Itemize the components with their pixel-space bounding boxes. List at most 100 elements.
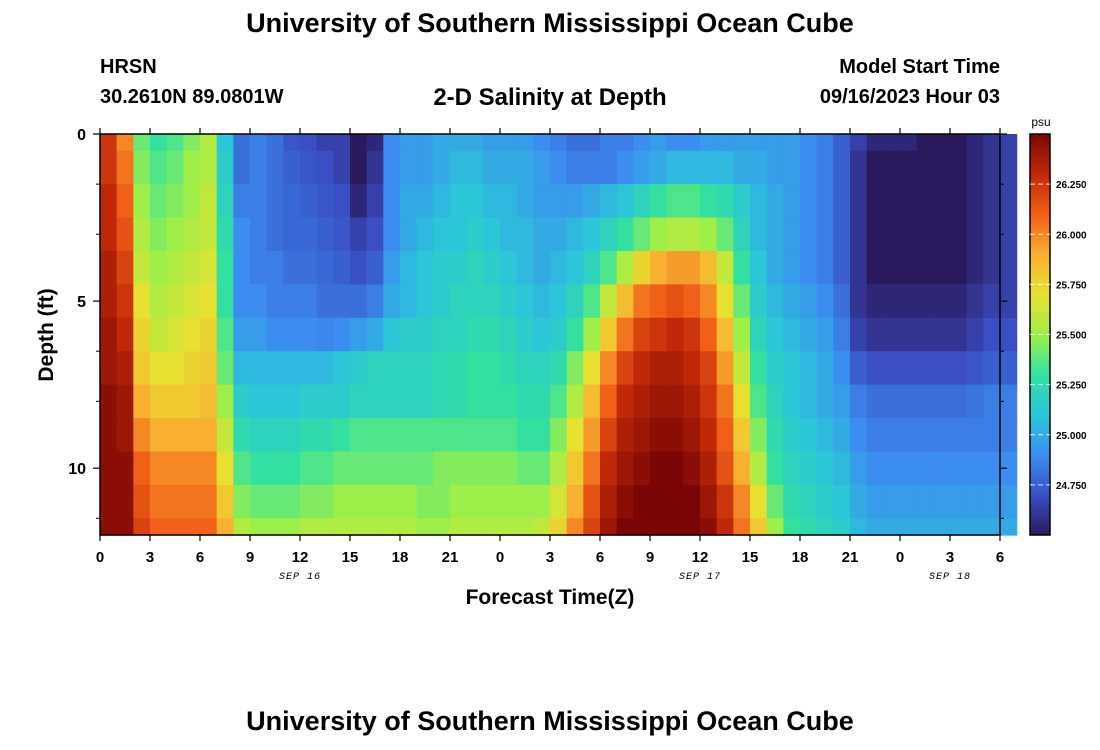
heatmap-cell <box>716 134 734 152</box>
heatmap-cell <box>750 317 768 352</box>
heatmap-cell <box>466 351 484 386</box>
heatmap-cell <box>333 184 351 219</box>
heatmap-cell <box>633 284 651 319</box>
heatmap-cell <box>966 384 984 419</box>
heatmap-cell <box>583 217 601 252</box>
heatmap-cell <box>466 250 484 285</box>
heatmap-cell <box>650 250 668 285</box>
heatmap-cell <box>283 384 301 419</box>
heatmap-cell <box>366 484 384 519</box>
heatmap-cell <box>966 250 984 285</box>
heatmap-cell <box>500 250 518 285</box>
heatmap-cell <box>833 184 851 219</box>
heatmap-cell <box>300 317 318 352</box>
heatmap-cell <box>100 451 118 486</box>
heatmap-cell <box>683 451 701 486</box>
heatmap-cell <box>450 484 468 519</box>
heatmap-cell <box>916 284 934 319</box>
heatmap-cell <box>583 284 601 319</box>
heatmap-cell <box>983 518 1001 536</box>
colorbar-tick-label: 26.000 <box>1056 230 1087 241</box>
colorbar-tick-label: 26.250 <box>1056 180 1087 191</box>
heatmap-cell <box>666 317 684 352</box>
heatmap-cell <box>166 451 184 486</box>
heatmap-cell <box>916 250 934 285</box>
heatmap-cell <box>450 217 468 252</box>
heatmap-cell <box>183 317 201 352</box>
heatmap-cell <box>366 317 384 352</box>
heatmap-cell <box>200 284 218 319</box>
heatmap-cell <box>183 384 201 419</box>
heatmap-cell <box>283 134 301 152</box>
heatmap-cell <box>916 134 934 152</box>
heatmap-cell <box>666 284 684 319</box>
heatmap-cell <box>250 518 268 536</box>
heatmap-cell <box>950 217 968 252</box>
heatmap-cell <box>116 484 134 519</box>
heatmap-cell <box>1000 484 1018 519</box>
heatmap-cell <box>166 351 184 386</box>
heatmap-cell <box>416 284 434 319</box>
x-tick-label: 0 <box>496 549 504 566</box>
heatmap-cell <box>916 317 934 352</box>
heatmap-cell <box>400 484 418 519</box>
heatmap-cell <box>150 250 168 285</box>
heatmap-cell <box>533 134 551 152</box>
heatmap-cell <box>500 418 518 453</box>
heatmap-cell <box>133 484 151 519</box>
heatmap-cell <box>916 150 934 185</box>
heatmap-cell <box>666 351 684 386</box>
heatmap-cell <box>500 351 518 386</box>
heatmap-cell <box>516 518 534 536</box>
station-coordinates: 30.2610N 89.0801W <box>100 86 284 108</box>
heatmap-cell <box>433 384 451 419</box>
heatmap-cell <box>816 317 834 352</box>
heatmap-cell <box>766 518 784 536</box>
heatmap-cell <box>200 184 218 219</box>
heatmap-cell <box>833 518 851 536</box>
heatmap-cell <box>333 351 351 386</box>
heatmap-cell <box>916 351 934 386</box>
heatmap-cell <box>700 250 718 285</box>
heatmap-cell <box>933 518 951 536</box>
heatmap-cell <box>566 134 584 152</box>
heatmap-cell <box>566 317 584 352</box>
heatmap-cell <box>983 134 1001 152</box>
heatmap-cell <box>700 150 718 185</box>
heatmap-cell <box>500 217 518 252</box>
heatmap-cell <box>350 250 368 285</box>
heatmap-cell <box>616 250 634 285</box>
heatmap-cell <box>266 184 284 219</box>
heatmap-cell <box>233 134 251 152</box>
heatmap-cell <box>616 418 634 453</box>
heatmap-cell <box>400 150 418 185</box>
heatmap-cell <box>833 484 851 519</box>
heatmap-cell <box>766 351 784 386</box>
heatmap-cell <box>633 184 651 219</box>
heatmap-cell <box>133 384 151 419</box>
heatmap-cell <box>800 351 818 386</box>
heatmap-cell <box>150 184 168 219</box>
heatmap-cell <box>583 317 601 352</box>
heatmap-cell <box>666 484 684 519</box>
heatmap-cell <box>250 184 268 219</box>
heatmap-cell <box>716 284 734 319</box>
heatmap-cell <box>866 284 884 319</box>
heatmap-cell <box>933 217 951 252</box>
heatmap-cell <box>400 184 418 219</box>
heatmap-cell <box>750 284 768 319</box>
heatmap-cell <box>100 134 118 152</box>
heatmap-cell <box>933 134 951 152</box>
heatmap-cell <box>716 317 734 352</box>
heatmap-cell <box>966 284 984 319</box>
heatmap-cell <box>600 217 618 252</box>
heatmap-cell <box>400 284 418 319</box>
heatmap-cell <box>466 217 484 252</box>
heatmap-cell <box>600 284 618 319</box>
heatmap-cell <box>633 351 651 386</box>
heatmap-cell <box>633 384 651 419</box>
heatmap-cell <box>183 150 201 185</box>
heatmap-cell <box>900 150 918 185</box>
heatmap-cell <box>950 317 968 352</box>
x-tick-label: 6 <box>196 549 204 566</box>
